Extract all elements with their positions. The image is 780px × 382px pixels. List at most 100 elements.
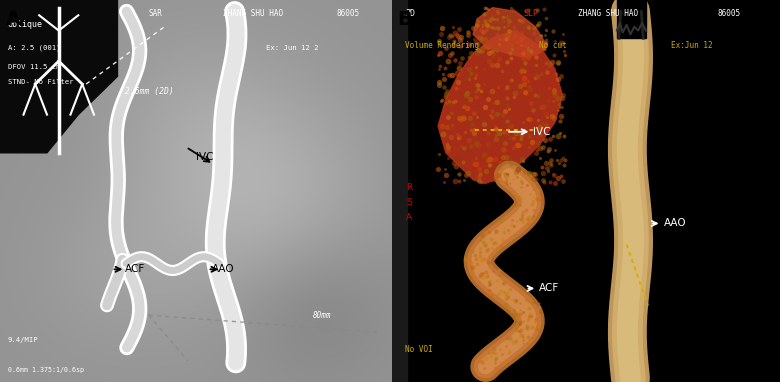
Point: [553, 160, 566, 166]
Text: 9.4/MIP: 9.4/MIP: [8, 337, 38, 343]
Point: [558, 162, 571, 168]
Point: [481, 273, 494, 279]
Point: [456, 104, 469, 110]
Point: [439, 166, 452, 172]
Point: [446, 50, 459, 56]
Point: [550, 71, 562, 77]
Point: [510, 142, 523, 148]
Point: [433, 50, 445, 56]
Point: [508, 311, 520, 317]
Point: [433, 151, 445, 157]
Point: [434, 31, 447, 37]
Point: [498, 147, 510, 153]
Point: [510, 327, 523, 333]
Point: [504, 135, 516, 141]
Point: [463, 66, 475, 72]
Point: [502, 227, 514, 233]
Point: [487, 54, 499, 60]
Point: [517, 169, 530, 175]
Point: [478, 43, 491, 49]
Point: [531, 36, 544, 42]
Point: [492, 36, 505, 42]
Point: [519, 89, 531, 96]
Point: [476, 24, 488, 30]
Point: [488, 161, 500, 167]
Point: [438, 84, 451, 90]
Point: [514, 195, 526, 201]
Point: [504, 286, 516, 292]
Point: [478, 152, 491, 158]
Point: [534, 124, 547, 130]
Point: [490, 24, 502, 30]
Point: [491, 16, 503, 22]
Point: [491, 173, 503, 179]
Point: [445, 134, 457, 140]
Point: [509, 296, 521, 303]
Point: [501, 102, 513, 108]
Point: [461, 105, 473, 112]
Point: [469, 75, 481, 81]
Point: [552, 175, 565, 181]
Point: [500, 95, 512, 101]
Point: [505, 50, 518, 56]
Point: [513, 320, 526, 326]
Point: [547, 28, 559, 34]
Point: [534, 57, 547, 63]
Point: [499, 343, 512, 350]
Point: [443, 32, 456, 38]
Point: [517, 55, 530, 61]
Point: [483, 229, 495, 235]
Point: [505, 77, 518, 83]
Point: [466, 25, 479, 31]
Point: [501, 14, 513, 20]
Point: [516, 158, 529, 164]
Point: [546, 59, 558, 65]
Point: [555, 157, 567, 163]
Point: [451, 32, 463, 38]
Point: [480, 247, 493, 253]
Point: [482, 96, 495, 102]
Point: [478, 66, 491, 72]
Point: [523, 144, 535, 150]
Point: [486, 113, 498, 120]
Point: [544, 179, 556, 185]
Point: [534, 191, 547, 197]
Point: [501, 59, 513, 65]
Text: SLP: SLP: [523, 9, 539, 18]
Point: [558, 52, 571, 58]
Point: [506, 36, 519, 42]
Point: [517, 223, 530, 230]
Point: [512, 321, 525, 327]
Point: [458, 104, 470, 110]
Point: [518, 75, 530, 81]
Point: [508, 135, 520, 141]
Point: [442, 34, 455, 40]
Point: [557, 31, 569, 37]
Point: [459, 129, 471, 135]
Point: [483, 286, 495, 293]
Point: [555, 40, 568, 46]
Point: [487, 62, 499, 68]
Point: [509, 90, 521, 96]
Point: [513, 328, 526, 334]
Point: [528, 207, 541, 213]
Point: [515, 68, 527, 74]
Point: [454, 116, 466, 122]
Point: [448, 160, 460, 166]
Point: [526, 335, 538, 341]
Point: [517, 334, 530, 340]
Point: [459, 256, 471, 262]
Point: [538, 40, 551, 46]
Polygon shape: [438, 31, 562, 183]
Point: [509, 169, 522, 175]
Point: [459, 92, 472, 98]
Point: [498, 303, 511, 309]
Point: [523, 314, 535, 320]
Point: [530, 176, 542, 182]
Point: [477, 29, 489, 35]
Point: [463, 54, 475, 60]
Point: [505, 217, 518, 223]
Polygon shape: [392, 0, 407, 382]
Point: [475, 271, 488, 277]
Point: [508, 94, 520, 100]
